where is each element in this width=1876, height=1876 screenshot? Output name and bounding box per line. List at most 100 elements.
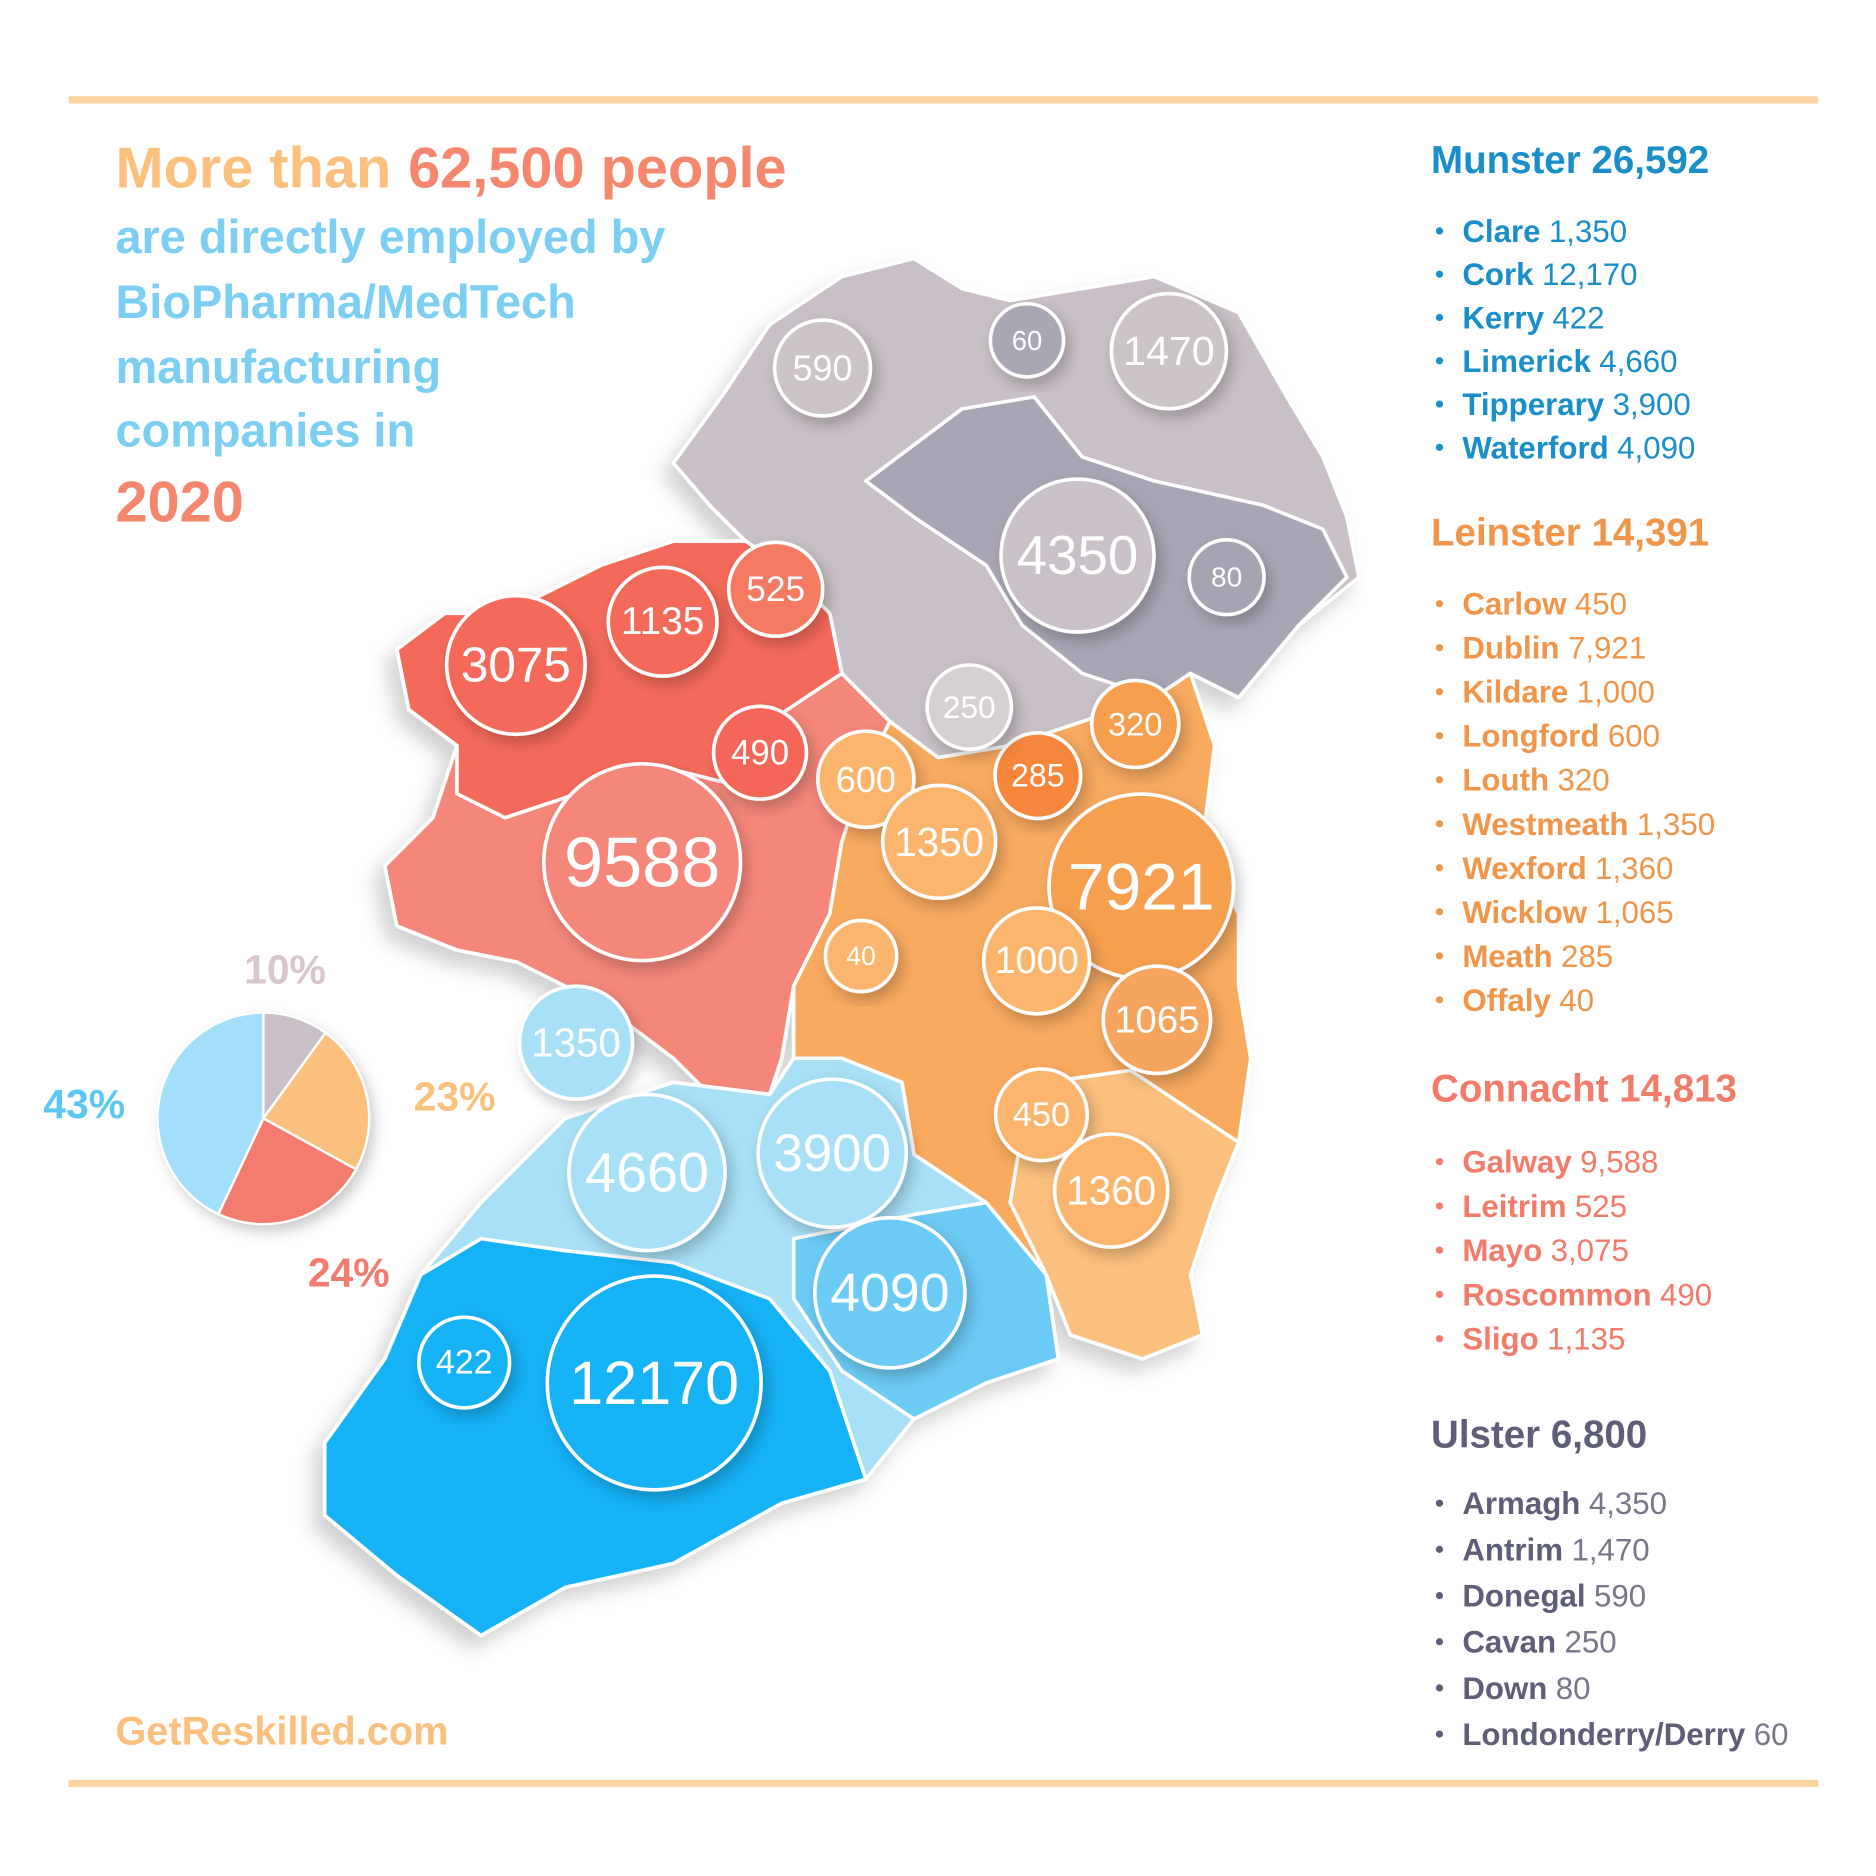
headline-lead: More than (115, 136, 391, 200)
county-value: 1,135 (1547, 1321, 1625, 1356)
province-heading: Connacht 14,813 (1431, 1067, 1737, 1110)
headline-figure: 62,500 people (408, 136, 787, 200)
province-total: 26,592 (1591, 138, 1709, 181)
bullet (1435, 1591, 1444, 1600)
county-name: Meath (1462, 938, 1552, 973)
province-lists: Munster 26,592 Clare 1,350 Cork 12,170 Kerry 42… (1431, 138, 1788, 1751)
county-item: Waterford 4,090 (1462, 430, 1695, 465)
bullet (1435, 1335, 1444, 1343)
bubble (981, 906, 1092, 1016)
bubble (1089, 678, 1181, 770)
bubble (545, 1274, 763, 1492)
county-name: Offaly (1462, 982, 1551, 1017)
county-name: Wicklow (1462, 894, 1587, 929)
county-name: Armagh (1462, 1486, 1580, 1521)
county-item: Cork 12,170 (1462, 257, 1637, 292)
pie-chart: 10% 23% 24% 43% (43, 946, 495, 1295)
subtitle-line: are directly employed by (115, 211, 665, 263)
county-item: Londonderry/Derry 60 (1462, 1717, 1788, 1752)
bullet (1435, 313, 1444, 322)
county-item: Down 80 (1462, 1670, 1590, 1705)
bullet (1435, 1499, 1444, 1507)
county-name: Sligo (1462, 1321, 1538, 1356)
bubble-label: 1360 (1066, 1168, 1156, 1214)
county-item: Westmeath 1,350 (1462, 806, 1715, 841)
county-value: 422 (1552, 300, 1604, 335)
year: 2020 (115, 471, 243, 535)
bullet (1435, 270, 1444, 278)
bullet (1435, 600, 1444, 608)
bubble (517, 984, 635, 1101)
county-item: Longford 600 (1462, 718, 1660, 753)
county-value: 3,075 (1551, 1233, 1629, 1268)
bubble (417, 1315, 512, 1410)
bullet (1435, 996, 1444, 1004)
county-name: Antrim (1462, 1532, 1563, 1567)
bubble-label: 600 (836, 759, 896, 800)
county-value: 3,900 (1613, 387, 1691, 422)
bullet (1435, 1202, 1444, 1210)
bubble-label: 4660 (585, 1142, 709, 1204)
bullet (1435, 1684, 1444, 1692)
county-name: Limerick (1462, 343, 1591, 378)
bubble-label: 320 (1108, 705, 1162, 742)
county-item: Wicklow 1,065 (1462, 894, 1673, 929)
county-item: Tipperary 3,900 (1462, 387, 1690, 422)
bubble (1109, 291, 1229, 411)
bubble-label: 1065 (1114, 998, 1199, 1041)
pie-slice (156, 1011, 265, 1216)
county-item: Cavan 250 (1462, 1624, 1616, 1659)
county-value: 80 (1556, 1670, 1591, 1705)
bubble (1052, 1132, 1170, 1249)
county-item: Sligo 1,135 (1462, 1321, 1625, 1356)
county-item: Galway 9,588 (1462, 1144, 1658, 1179)
county-name: Leitrim (1462, 1188, 1566, 1223)
county-name: Galway (1462, 1144, 1572, 1179)
bullet (1435, 776, 1444, 784)
bubble (1187, 538, 1266, 617)
county-value: 1,350 (1637, 806, 1715, 841)
bottom-rule (68, 1779, 1819, 1788)
bullet (1435, 820, 1444, 828)
county-value: 1,065 (1595, 894, 1673, 929)
bubble-label: 1350 (894, 819, 984, 865)
bubble (988, 301, 1066, 379)
county-name: Carlow (1462, 586, 1567, 621)
bubble (812, 1215, 967, 1370)
county-name: Kerry (1462, 300, 1544, 335)
bubble (606, 565, 719, 678)
county-item: Limerick 4,660 (1462, 343, 1677, 378)
pie-label: 10% (244, 946, 326, 992)
bullet (1435, 1246, 1444, 1254)
bubble-label: 80 (1211, 562, 1242, 593)
county-value: 250 (1565, 1624, 1617, 1659)
bullet (1435, 1730, 1444, 1738)
bubble (1101, 964, 1213, 1076)
bullet (1435, 732, 1444, 740)
county-name: Down (1462, 1670, 1547, 1705)
bubble-label: 4090 (830, 1263, 949, 1323)
bubble-label: 3075 (461, 638, 571, 693)
bubble-label: 1000 (995, 940, 1079, 982)
county-item: Offaly 40 (1462, 982, 1594, 1017)
county-item: Kerry 422 (1462, 300, 1604, 335)
county-item: Kildare 1,000 (1462, 674, 1655, 709)
county-value: 1,360 (1595, 850, 1673, 885)
county-value: 285 (1561, 938, 1613, 973)
county-item: Meath 285 (1462, 938, 1613, 973)
province-heading: Leinster 14,391 (1431, 511, 1709, 554)
province-name: Ulster (1431, 1413, 1540, 1456)
county-item: Donegal 590 (1462, 1578, 1646, 1613)
subtitle-line: manufacturing (115, 341, 441, 393)
county-name: Clare (1462, 213, 1540, 248)
county-item: Armagh 4,350 (1462, 1486, 1667, 1521)
bubble (993, 731, 1083, 821)
province-name: Munster (1431, 138, 1581, 181)
bubble (711, 704, 809, 802)
county-value: 590 (1594, 1578, 1646, 1613)
county-value: 525 (1575, 1188, 1627, 1223)
county-name: Wexford (1462, 850, 1586, 885)
county-name: Mayo (1462, 1233, 1542, 1268)
county-item: Louth 320 (1462, 762, 1609, 797)
